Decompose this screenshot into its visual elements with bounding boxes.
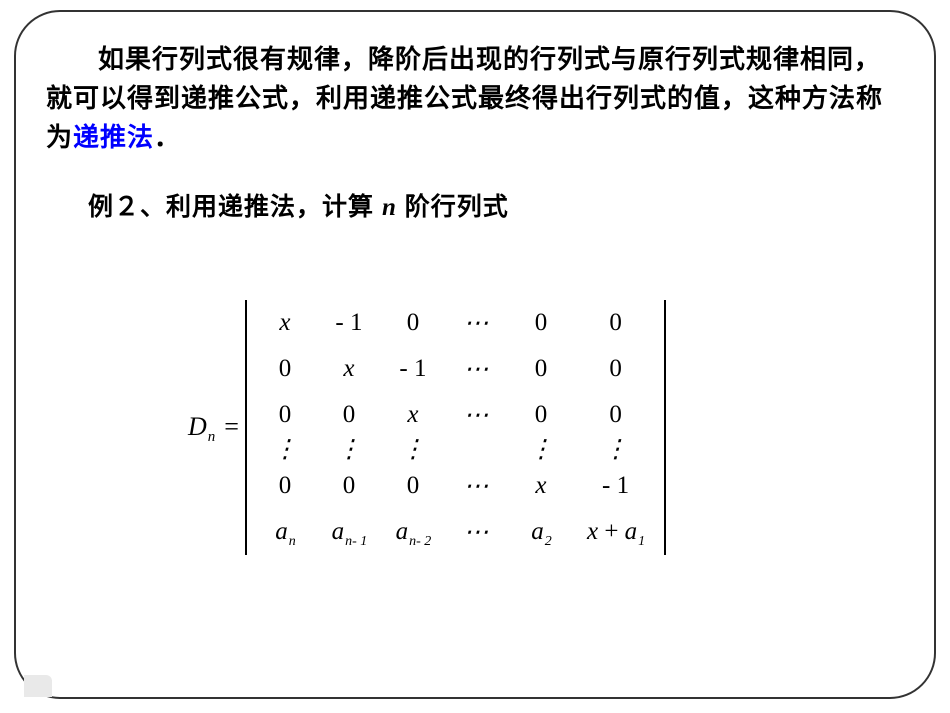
matrix-cell: - 1	[381, 346, 445, 392]
matrix-cell: x	[509, 463, 573, 509]
det-lhs: Dn	[188, 412, 214, 442]
para1-post: ．	[154, 122, 181, 152]
matrix-cell	[445, 438, 509, 463]
right-bar	[664, 300, 666, 555]
example-post: 阶行列式	[397, 193, 509, 221]
paragraph-1: 如果行列式很有规律，降阶后出现的行列式与原行列式规律相同，就可以得到递推公式，利…	[46, 40, 904, 157]
matrix-cell: x	[317, 346, 381, 392]
matrix-cell: an- 1	[317, 509, 381, 555]
matrix-cell: 0	[253, 392, 317, 438]
corner-mark	[24, 675, 52, 697]
matrix-cell: - 1	[573, 463, 658, 509]
matrix-cell: 0	[253, 346, 317, 392]
matrix-cell: x	[253, 300, 317, 346]
matrix-cell: 0	[573, 392, 658, 438]
matrix-cell: ⋮	[253, 438, 317, 463]
matrix-cell: an	[253, 509, 317, 555]
matrix-cell: ⋯	[445, 509, 509, 555]
matrix-cell: an- 2	[381, 509, 445, 555]
matrix-cell: 0	[253, 463, 317, 509]
matrix-cell: 0	[317, 463, 381, 509]
det-lhs-sub: n	[208, 429, 216, 445]
matrix-cell: 0	[509, 346, 573, 392]
matrix-cell: a2	[509, 509, 573, 555]
matrix-cell: ⋯	[445, 300, 509, 346]
determinant-block: Dn = x- 10⋯000x- 1⋯0000x⋯00⋮⋮⋮⋮⋮000⋯x- 1…	[188, 300, 666, 555]
matrix-cell: ⋮	[573, 438, 658, 463]
matrix-cell: ⋯	[445, 346, 509, 392]
matrix-cell: 0	[509, 392, 573, 438]
det-lhs-var: D	[188, 412, 207, 441]
matrix-cell: ⋯	[445, 392, 509, 438]
matrix-cell: x	[381, 392, 445, 438]
matrix-cell: 0	[573, 300, 658, 346]
example-pre: 例２、利用递推法，计算	[88, 193, 382, 221]
matrix-cell: ⋮	[509, 438, 573, 463]
para1-highlight: 递推法	[73, 122, 154, 152]
matrix-cell: ⋯	[445, 463, 509, 509]
matrix-wrap: x- 10⋯000x- 1⋯0000x⋯00⋮⋮⋮⋮⋮000⋯x- 1anan-…	[245, 300, 666, 555]
matrix-cell: ⋮	[381, 438, 445, 463]
matrix-cell: - 1	[317, 300, 381, 346]
matrix-cell: x + a1	[573, 509, 658, 555]
left-bar	[245, 300, 247, 555]
equals-sign: =	[224, 412, 239, 442]
example-var: n	[382, 194, 397, 221]
matrix-cell: 0	[509, 300, 573, 346]
slide: 如果行列式很有规律，降阶后出现的行列式与原行列式规律相同，就可以得到递推公式，利…	[0, 0, 950, 713]
example-heading: 例２、利用递推法，计算 n 阶行列式	[88, 189, 608, 227]
matrix-cell: 0	[317, 392, 381, 438]
matrix-cell: 0	[381, 463, 445, 509]
matrix-cell: 0	[573, 346, 658, 392]
matrix-cell: ⋮	[317, 438, 381, 463]
matrix-cell: 0	[381, 300, 445, 346]
determinant-matrix: x- 10⋯000x- 1⋯0000x⋯00⋮⋮⋮⋮⋮000⋯x- 1anan-…	[253, 300, 658, 555]
content-area: 如果行列式很有规律，降阶后出现的行列式与原行列式规律相同，就可以得到递推公式，利…	[46, 40, 904, 227]
